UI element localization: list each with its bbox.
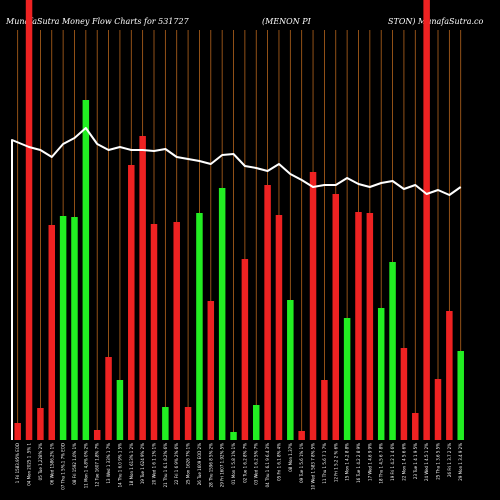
money-flow-bar	[184, 407, 192, 440]
x-tick-label: 26 Tue 1609 EOD 2%	[197, 443, 202, 485]
money-flow-bar	[105, 357, 112, 440]
money-flow-bar	[162, 407, 169, 440]
money-flow-bar	[389, 262, 396, 440]
x-tick-label: 15 Mon 1 4.2 8 8%	[345, 443, 350, 481]
money-flow-bar	[196, 213, 203, 440]
money-flow-bar	[423, 0, 430, 440]
money-flow-bar	[343, 318, 351, 440]
money-flow-bar	[230, 432, 237, 440]
money-flow-bar	[287, 300, 294, 440]
x-tick-label: 08 Fri 1592 1.0% 1%	[72, 443, 77, 485]
x-tick-label: 09 Tue 1 5.6 1% 1%	[299, 443, 304, 483]
x-tick-label: 05 Fri 1 6.1 8% 4%	[276, 443, 281, 481]
money-flow-bar	[139, 136, 146, 440]
x-tick-label: 04 Mon 2025 1 .5% 1	[27, 443, 32, 486]
x-tick-label: 03 Wed 1 6.2 5% 7%	[254, 443, 259, 485]
money-flow-bar	[309, 172, 317, 440]
money-flow-bar	[377, 308, 385, 440]
money-flow-bar	[59, 216, 67, 440]
chart-title-middle: (MENON PI	[262, 17, 312, 26]
bars	[14, 0, 464, 440]
money-flow-bar	[355, 212, 362, 440]
chart-title-right: STON) MunafaSutra.co	[388, 17, 484, 26]
x-tick-label: 11 Thu 1 5.6 7 1 7%	[322, 443, 327, 484]
x-tick-label: 25 Thu 1 3.6 5 5%	[436, 443, 441, 480]
money-flow-bar	[400, 348, 408, 440]
money-flow-bar	[116, 380, 124, 440]
money-flow-bar	[264, 185, 271, 440]
x-tick-label: 06 Wed 1586.2% 1%	[49, 443, 54, 485]
x-tick-label: 19 Fri 1 4.2 1 4 6%	[390, 443, 395, 481]
money-flow-bar	[150, 224, 158, 440]
x-tick-label: 18 Mon 1 613% 1 2%	[129, 443, 134, 486]
money-flow-bar	[48, 225, 56, 440]
x-tick-label: 13 Wed 1 33% 1 7%	[106, 443, 111, 484]
money-flow-bar	[275, 215, 283, 440]
x-tick-label: 25 Mon 1626 7% 1%	[186, 443, 191, 485]
x-tick-label: 26 Fri 1 3.7 2 2%	[447, 443, 452, 477]
x-tick-label: 14 Thu 1 6.0 9% 1 5%	[117, 443, 122, 488]
money-flow-bar	[25, 0, 33, 440]
x-axis-tick-labels: 1 Fri 1583.95% EOD 04 Mon 2025 1 .5% 1 05 …	[15, 443, 463, 490]
money-flow-bar	[218, 188, 226, 440]
money-flow-line	[11, 127, 462, 440]
money-flow-bar	[412, 413, 419, 440]
x-tick-label: 24 Wed 1 4.5 1 2%	[424, 443, 429, 481]
x-tick-label: 12 Tue 1607 1.8% 7%	[95, 443, 100, 487]
x-tick-label: 02 Tue 1 6.2 8% 7%	[242, 443, 247, 483]
x-tick-label: 10 Wed 1 583 7 8% 5%	[311, 443, 316, 490]
x-tick-label: 16 Tue 1 4.2 2 8 9%	[356, 443, 361, 483]
chart-title-left: MunafaSutra Money Flow Charts for 531727	[5, 17, 190, 26]
x-tick-label: 20 Wed 1 6 1 1% 1%	[152, 443, 157, 485]
x-tick-label: 1 Fri 1583.95% EOD	[15, 443, 20, 483]
x-tick-label: 23 Tue 1 4 1 9 5%	[413, 443, 418, 479]
x-tick-label: 11 Mon 1 4,8% 0% 2%	[83, 443, 88, 488]
x-tick-label: 17 Wed 1 4.6 9 9%	[367, 443, 372, 481]
x-tick-label: 29 Fri 1607 1.92% 5%	[220, 443, 225, 487]
money-flow-bar	[37, 408, 44, 440]
money-flow-bar	[321, 380, 328, 440]
money-flow-bar	[457, 351, 464, 440]
x-tick-label: 01 Mon 1 5.8 1% 1%	[231, 443, 236, 485]
x-tick-label: 22 Mon 1 4 5 6 6%	[401, 443, 406, 481]
money-flow-bar	[446, 311, 453, 440]
money-flow-bar	[241, 259, 249, 440]
money-flow-bar	[434, 379, 442, 440]
money-flow-bar	[82, 100, 90, 440]
money-flow-bar	[14, 423, 21, 440]
x-tick-label: 05 Tue 1,228% 2%	[38, 443, 43, 481]
x-tick-label: 18 Thu 1 4.5 6 7 8%	[379, 443, 384, 484]
money-flow-bar	[298, 431, 305, 440]
money-flow-bar	[173, 222, 180, 440]
money-flow-bar	[93, 430, 101, 440]
x-tick-label: 12 Fri 1 5.2 2 % 6%	[333, 443, 338, 482]
money-flow-bar	[71, 217, 78, 440]
money-flow-bar	[128, 165, 135, 440]
x-tick-label: 04 Thu 1 6.1 9 6.4 3%	[265, 443, 270, 488]
money-flow-bar	[366, 213, 374, 440]
x-tick-label: 21 Thu 1 6.1 8.2% 6%	[163, 443, 168, 488]
x-tick-label: 29 Mon 1 3.4 9 2%	[458, 443, 463, 481]
x-tick-label: 07 Thu 1 5%.1 7% EOD	[61, 443, 66, 490]
x-tick-label: 22 Fri 1 6 9% 2% 6%	[174, 443, 179, 485]
x-tick-label: 19 Tue 1 624 9% 2%	[140, 443, 145, 484]
money-flow-bar	[252, 405, 260, 440]
x-tick-label: 08 Mon 1.37%	[288, 443, 293, 472]
money-flow-bar	[207, 301, 215, 440]
x-tick-label: 28 Thu 1596 8 5% 2%	[208, 443, 213, 488]
money-flow-bar	[332, 194, 340, 440]
